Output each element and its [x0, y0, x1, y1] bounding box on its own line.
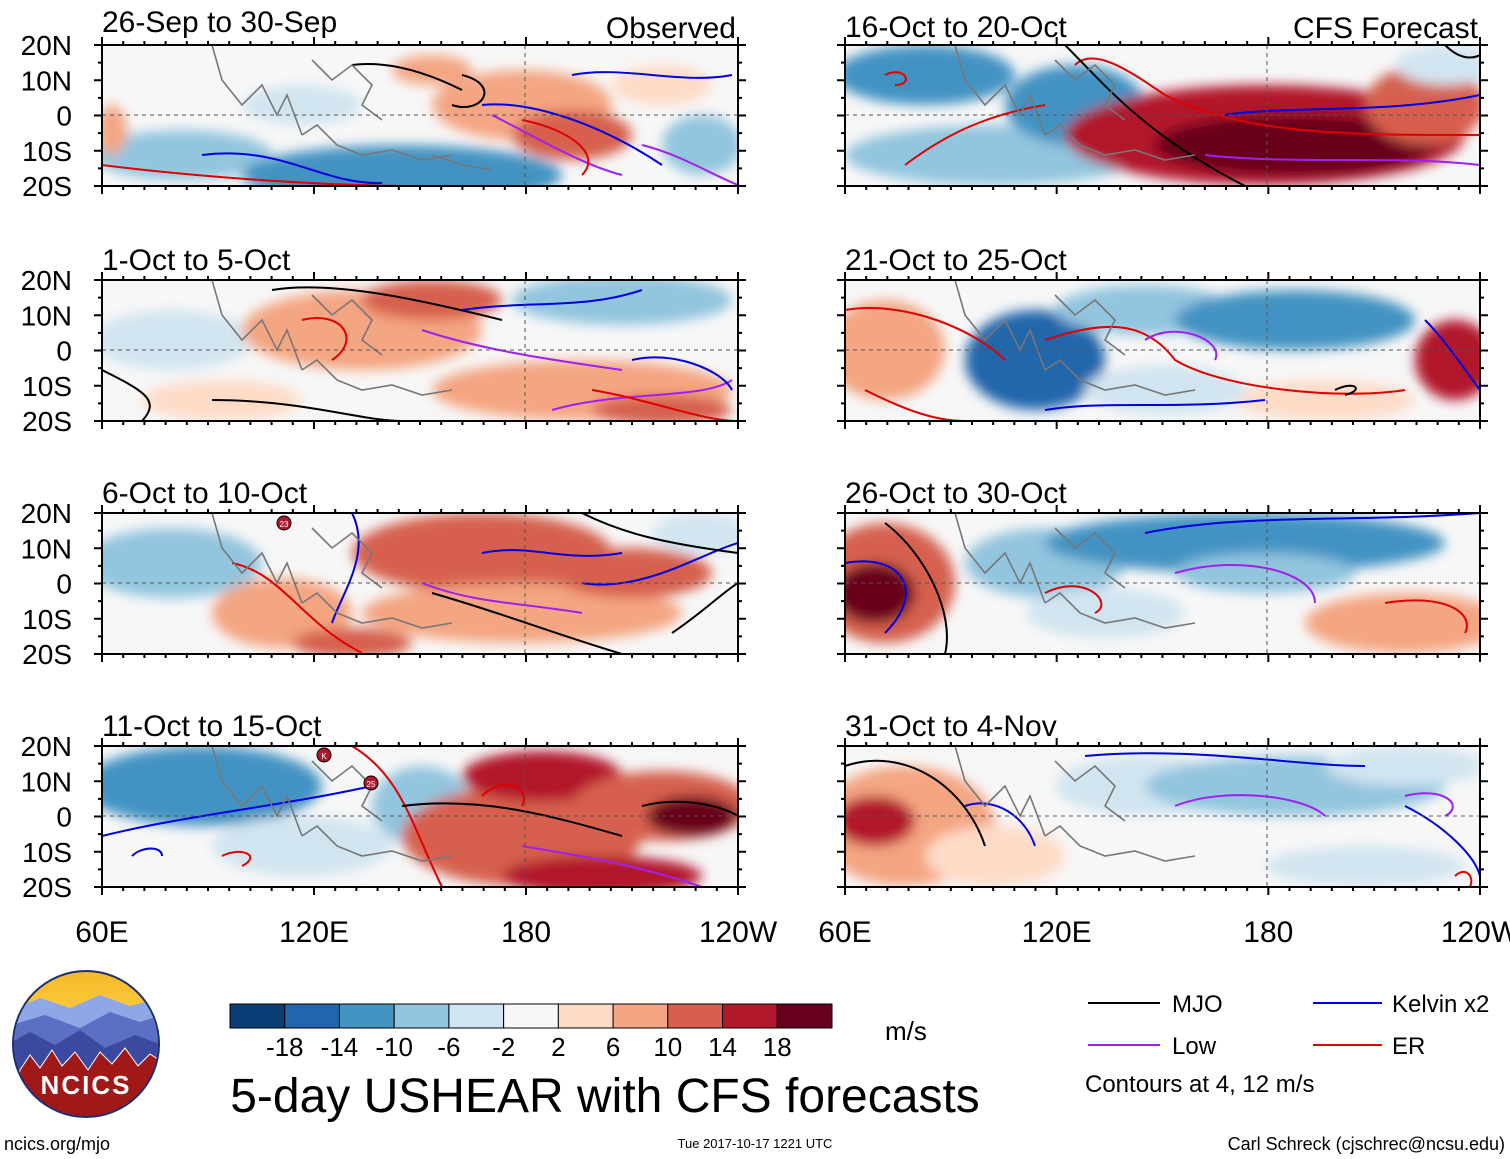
lat-label: 0 — [56, 101, 72, 132]
map-panel-6oct: 23 — [101, 512, 739, 655]
colorbar: -18 -14 -10 -6 -2 2 6 10 14 18 — [229, 1003, 833, 1062]
panel-title: 1-Oct to 5-Oct — [102, 244, 291, 277]
forecast-label: CFS Forecast — [1293, 12, 1479, 45]
lon-label: 180 — [1243, 916, 1293, 949]
map-panel-16oct — [844, 44, 1481, 187]
lat-label: 10S — [22, 371, 72, 402]
colorbar-tick-label: -6 — [437, 1032, 460, 1062]
lat-label: 20N — [21, 498, 72, 529]
storm-marker-label: 23 — [280, 520, 289, 529]
lon-label: 60E — [818, 916, 871, 949]
lat-label: 20S — [22, 639, 72, 670]
lon-label: 120E — [279, 916, 349, 949]
colorbar-tick-label: 6 — [606, 1032, 620, 1062]
lat-label: 20N — [21, 731, 72, 762]
storm-marker: 25 — [363, 775, 379, 791]
colorbar-swatch — [338, 1003, 395, 1029]
units-label: m/s — [885, 1016, 927, 1046]
lat-label: 0 — [56, 569, 72, 600]
panel-title: 26-Sep to 30-Sep — [102, 6, 337, 39]
lat-label: 0 — [56, 802, 72, 833]
colorbar-swatch — [612, 1003, 669, 1029]
lat-label: 20S — [22, 406, 72, 437]
panel-title: 31-Oct to 4-Nov — [845, 710, 1057, 743]
lat-label: 20N — [21, 30, 72, 61]
storm-marker: K — [316, 747, 332, 763]
lat-label: 20S — [22, 872, 72, 903]
panel-title: 6-Oct to 10-Oct — [102, 477, 308, 510]
figure-title: 5-day USHEAR with CFS forecasts — [230, 1070, 980, 1123]
lon-label: 120E — [1022, 916, 1092, 949]
storm-marker: 23 — [276, 515, 292, 531]
latitude-axis: 20N 10N 0 10S 20S 20N 10N 0 10S 20S 20N 10N 0 10S 20S 2… — [21, 30, 72, 903]
colorbar-tick-label: -18 — [266, 1032, 304, 1062]
colorbar-swatch — [393, 1003, 450, 1029]
colorbar-swatch — [229, 1003, 286, 1029]
lat-label: 10S — [22, 837, 72, 868]
timestamp: Tue 2017-10-17 1221 UTC — [678, 1136, 833, 1151]
panel-title: 11-Oct to 15-Oct — [102, 710, 322, 743]
observed-label: Observed — [606, 12, 736, 45]
lat-label: 10S — [22, 604, 72, 635]
ncics-logo: NCICS — [12, 970, 160, 1118]
colorbar-swatch — [667, 1003, 724, 1029]
lat-label: 10S — [22, 136, 72, 167]
colorbar-swatch — [284, 1003, 340, 1029]
legend-label: ER — [1392, 1033, 1425, 1060]
lat-label: 10N — [21, 300, 72, 331]
colorbar-tick-label: -2 — [492, 1032, 515, 1062]
colorbar-swatch — [448, 1003, 505, 1029]
colorbar-swatch — [557, 1003, 614, 1029]
colorbar-tick-label: 2 — [551, 1032, 565, 1062]
lon-label: 60E — [75, 916, 128, 949]
colorbar-tick-label: 10 — [653, 1032, 682, 1062]
legend: MJO Kelvin x2 Low ER Contours at 4, 12 m… — [1085, 991, 1489, 1098]
legend-label: Kelvin x2 — [1392, 991, 1489, 1018]
lat-label: 20N — [21, 265, 72, 296]
colorbar-swatch — [503, 1003, 559, 1029]
lat-label: 20S — [22, 171, 72, 202]
credit: Carl Schreck (cjschrec@ncsu.edu) — [1228, 1134, 1505, 1154]
map-panel-31oct — [844, 745, 1481, 888]
colorbar-tick-label: 18 — [763, 1032, 792, 1062]
longitude-axis: 60E 120E 180 120W 60E 120E 180 120W — [75, 916, 1510, 949]
contours-note: Contours at 4, 12 m/s — [1085, 1071, 1314, 1098]
map-panel-26sep — [101, 44, 739, 187]
lat-label: 0 — [56, 336, 72, 367]
legend-label: Low — [1172, 1033, 1217, 1060]
panel-title: 16-Oct to 20-Oct — [845, 11, 1067, 44]
colorbar-tick-label: 14 — [708, 1032, 737, 1062]
map-panel-21oct — [844, 279, 1481, 422]
map-panel-1oct — [101, 279, 739, 422]
map-panel-11oct: K 25 — [101, 745, 739, 888]
map-panel-26oct — [844, 512, 1481, 655]
colorbar-swatch — [722, 1003, 778, 1029]
panel-title: 21-Oct to 25-Oct — [845, 244, 1067, 277]
lat-label: 10N — [21, 766, 72, 797]
logo-text: NCICS — [41, 1070, 132, 1100]
site-url: ncics.org/mjo — [4, 1134, 110, 1154]
storm-marker-label: K — [321, 752, 327, 761]
lon-label: 120W — [1441, 916, 1510, 949]
lat-label: 10N — [21, 65, 72, 96]
panel-title: 26-Oct to 30-Oct — [845, 477, 1067, 510]
lat-label: 10N — [21, 533, 72, 564]
colorbar-tick-label: -10 — [375, 1032, 413, 1062]
storm-marker-label: 25 — [367, 780, 376, 789]
legend-label: MJO — [1172, 991, 1223, 1018]
lon-label: 180 — [501, 916, 551, 949]
colorbar-swatch — [776, 1003, 833, 1029]
lon-label: 120W — [699, 916, 778, 949]
colorbar-tick-label: -14 — [321, 1032, 359, 1062]
